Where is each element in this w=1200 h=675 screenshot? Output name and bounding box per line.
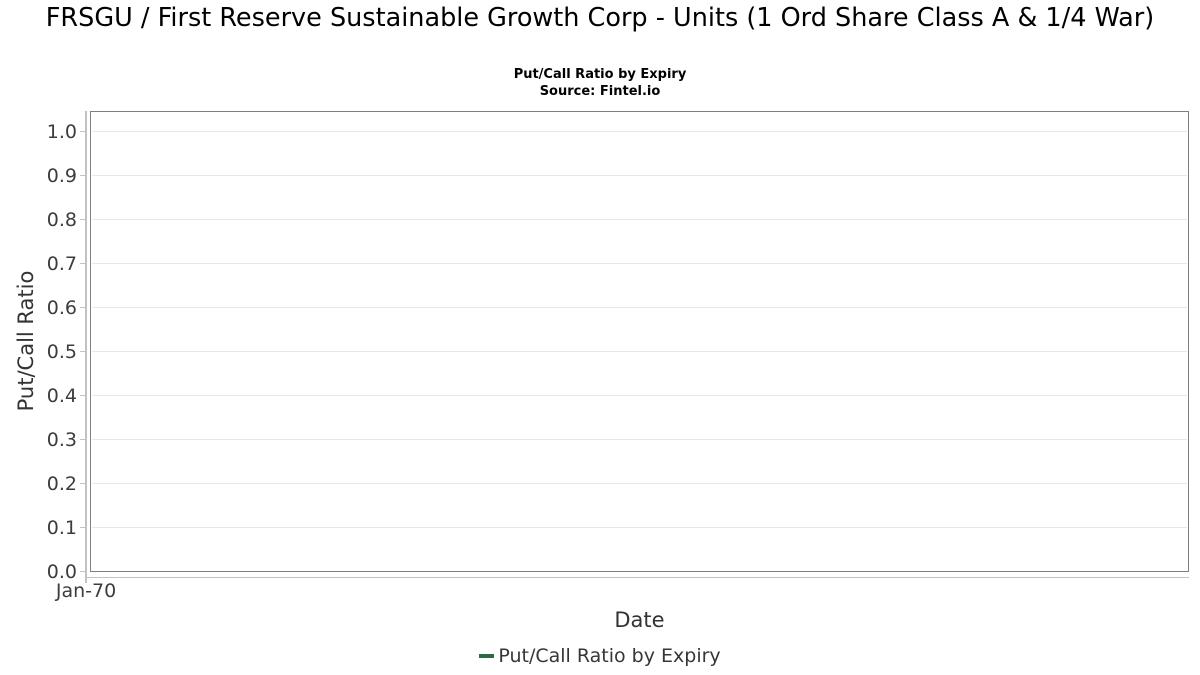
y-tick-mark [79, 174, 86, 177]
gridline [92, 175, 1187, 176]
y-tick-label: 0.0 [46, 560, 77, 583]
y-tick-label: 0.5 [46, 340, 77, 363]
y-tick-mark [79, 570, 86, 573]
gridline [92, 351, 1187, 352]
gridline [92, 439, 1187, 440]
x-axis-line [85, 576, 1189, 578]
y-tick-label: 0.9 [46, 164, 77, 187]
y-tick-mark [79, 262, 86, 265]
y-tick-mark [79, 394, 86, 397]
y-tick-label: 0.3 [46, 428, 77, 451]
legend-series-dash-icon [479, 654, 495, 658]
y-axis-line [85, 111, 87, 578]
y-tick-label: 0.2 [46, 472, 77, 495]
x-tick-mark [85, 577, 87, 583]
y-tick-mark [79, 526, 86, 529]
gridline [92, 219, 1187, 220]
y-tick-label: 1.0 [46, 120, 77, 143]
chart-title: FRSGU / First Reserve Sustainable Growth… [0, 2, 1200, 34]
y-tick-mark [79, 306, 86, 309]
chart-title-text: FRSGU / First Reserve Sustainable Growth… [45, 3, 1155, 33]
y-tick-mark [79, 130, 86, 133]
y-tick-label: 0.4 [46, 384, 77, 407]
legend-label: Put/Call Ratio by Expiry [498, 645, 721, 667]
y-tick-mark [79, 438, 86, 441]
gridline [92, 395, 1187, 396]
y-tick-label: 0.6 [46, 296, 77, 319]
plot-area [90, 111, 1189, 572]
gridline [92, 263, 1187, 264]
y-tick-mark [79, 482, 86, 485]
legend: Put/Call Ratio by Expiry [0, 645, 1200, 667]
gridline [92, 527, 1187, 528]
chart-subtitle: Put/Call Ratio by Expiry [513, 67, 687, 82]
gridline [92, 483, 1187, 484]
x-axis-title: Date [614, 608, 665, 632]
y-tick-mark [79, 350, 86, 353]
gridline [92, 131, 1187, 132]
y-tick-label: 0.1 [46, 516, 77, 539]
chart-source-credit: Source: Fintel.io [539, 84, 661, 99]
gridline [92, 307, 1187, 308]
y-tick-label: 0.7 [46, 252, 77, 275]
legend-entry: Put/Call Ratio by Expiry [479, 645, 721, 667]
y-tick-mark [79, 218, 86, 221]
y-tick-label: 0.8 [46, 208, 77, 231]
x-tick-label: Jan-70 [55, 580, 117, 602]
